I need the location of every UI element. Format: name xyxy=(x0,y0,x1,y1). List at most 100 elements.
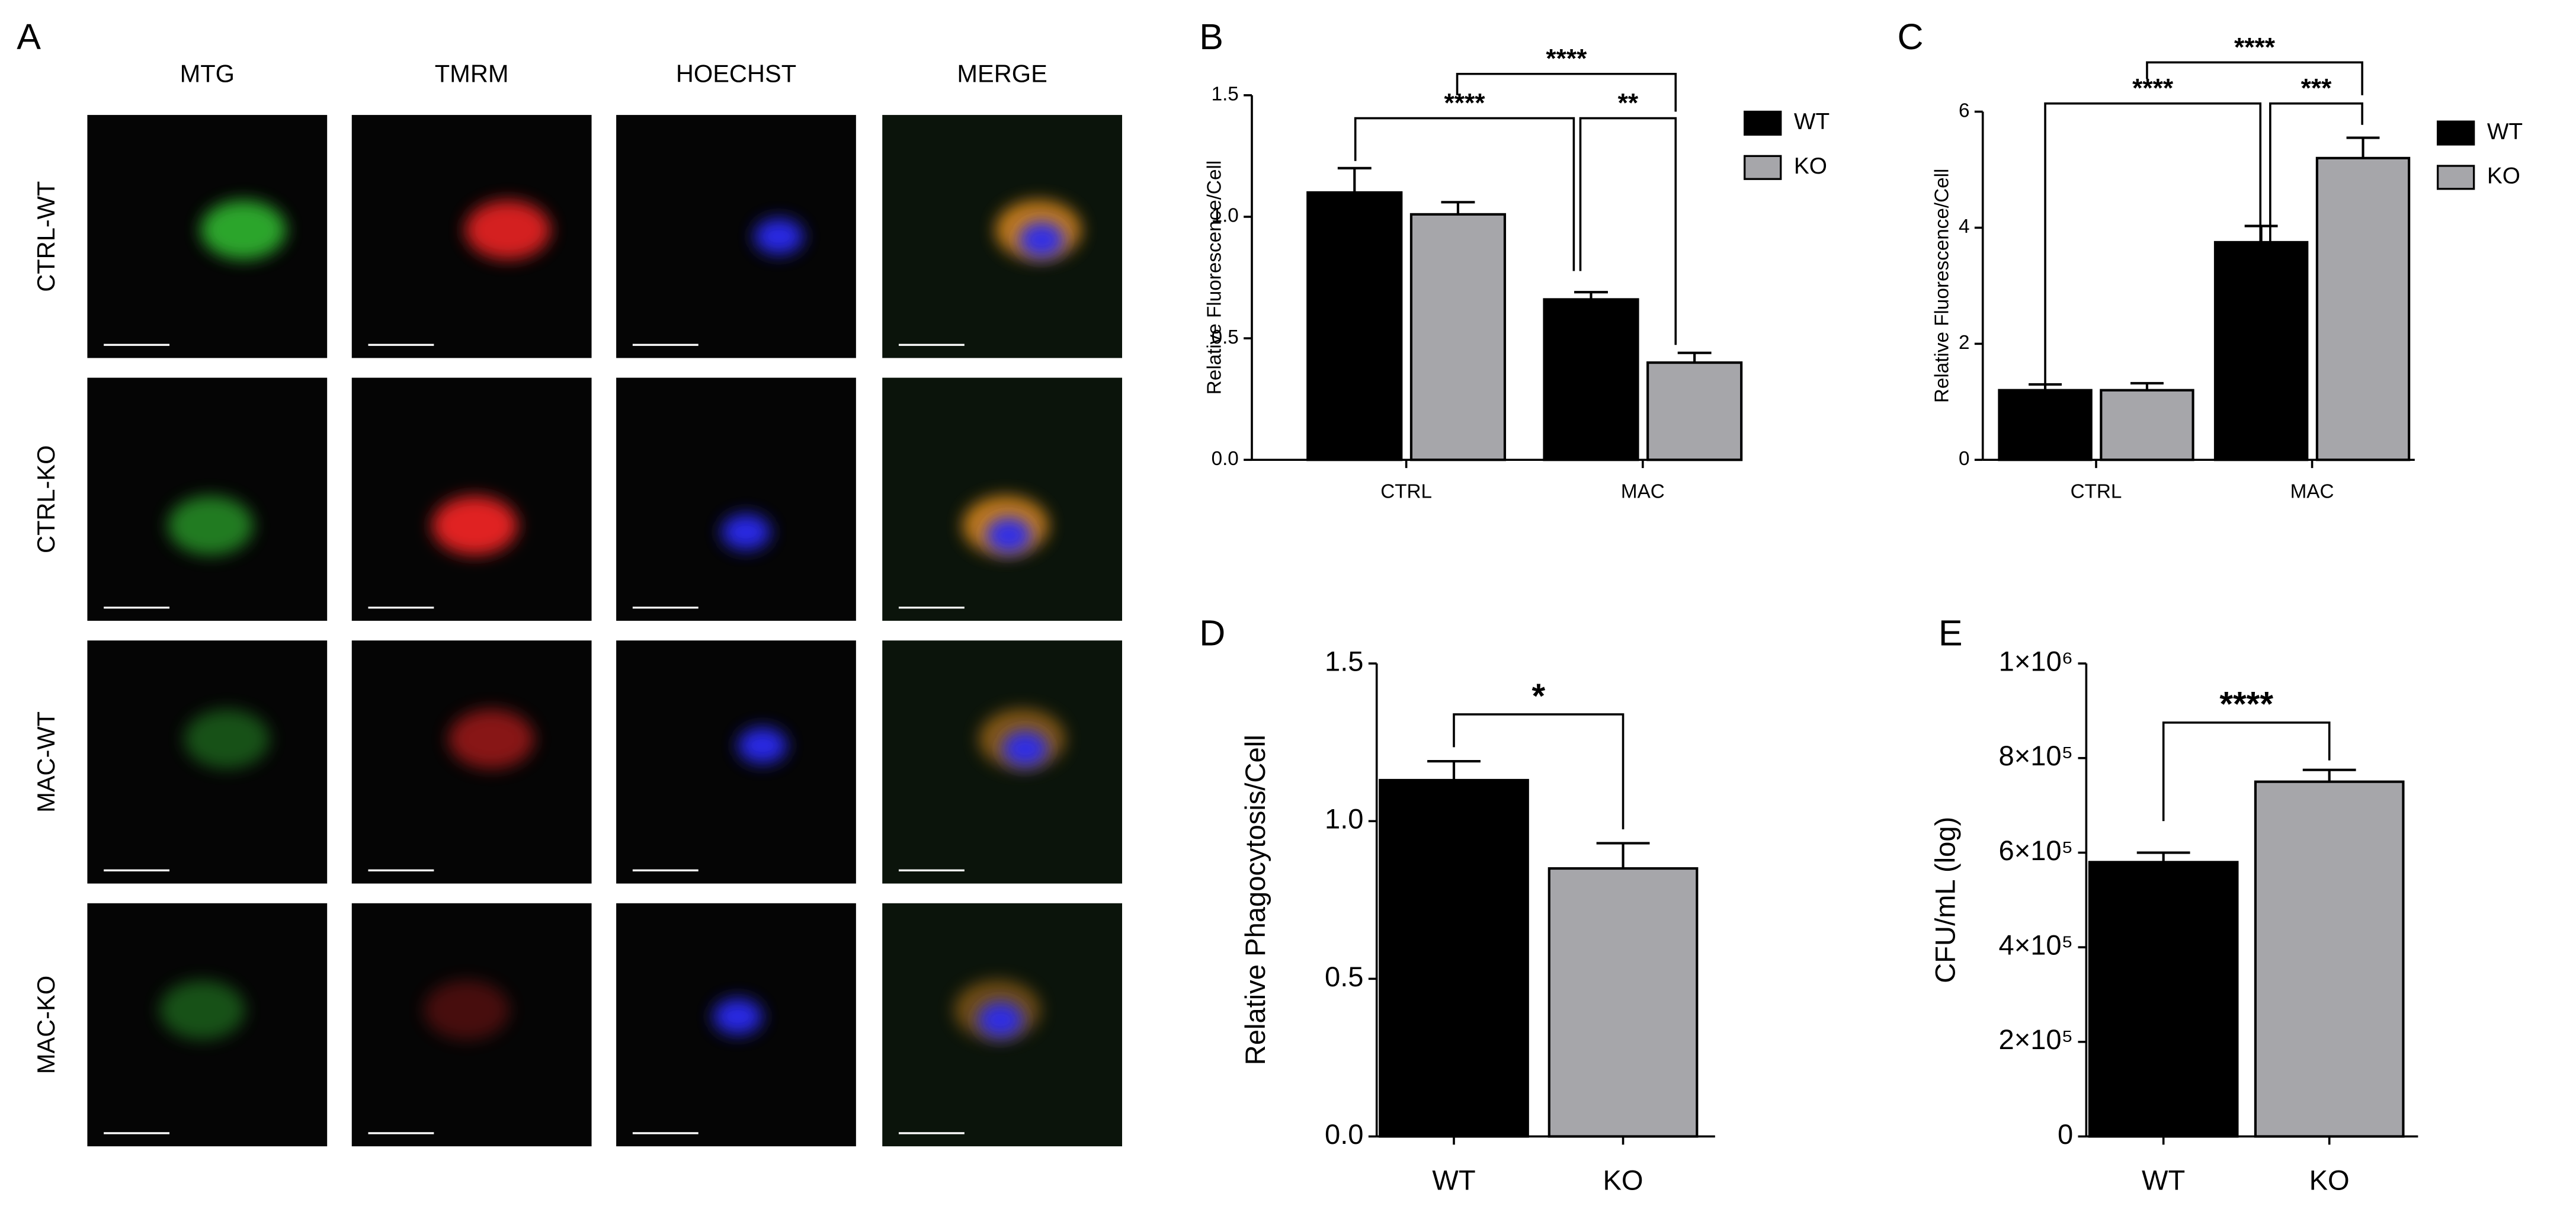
x-tick-label: WT xyxy=(1432,1165,1475,1196)
micrograph xyxy=(351,903,592,1147)
significance-bracket xyxy=(2269,102,2363,246)
panel-label: C xyxy=(1898,17,1924,57)
bar xyxy=(2213,241,2309,461)
x-tick-label: KO xyxy=(2309,1165,2350,1196)
stain xyxy=(168,496,254,556)
micrograph xyxy=(87,377,328,621)
y-tick-label: 1×10⁶ xyxy=(1999,645,2074,676)
bar xyxy=(2254,780,2405,1138)
significance-bracket xyxy=(2162,722,2331,822)
column-label: MERGE xyxy=(957,60,1047,88)
micrograph xyxy=(616,903,856,1147)
bar xyxy=(1543,298,1639,461)
stain xyxy=(448,709,534,769)
legend-swatch xyxy=(2436,120,2475,146)
y-tick-label: 0.0 xyxy=(1212,448,1239,470)
significance-label: **** xyxy=(1546,44,1587,73)
y-tick-label: 6 xyxy=(1959,100,1970,121)
micrograph-tile xyxy=(616,640,856,884)
stain xyxy=(1018,222,1065,258)
stain xyxy=(754,218,804,255)
legend-swatch xyxy=(2436,165,2475,190)
significance-label: **** xyxy=(2234,33,2276,62)
legend-label: KO xyxy=(2487,163,2520,189)
y-tick-label: 4×10⁵ xyxy=(1998,929,2073,961)
micrograph xyxy=(87,640,328,884)
micrograph xyxy=(882,115,1122,358)
significance-bracket xyxy=(2146,61,2363,95)
micrograph xyxy=(882,640,1122,884)
micrograph xyxy=(616,115,856,358)
micrograph xyxy=(616,377,856,621)
x-tick-label: MAC xyxy=(1621,480,1665,502)
row-label: CTRL-WT xyxy=(32,181,60,292)
y-tick-label: 6×10⁵ xyxy=(1998,835,2073,866)
stain xyxy=(432,496,518,556)
stain xyxy=(159,980,245,1040)
micrograph xyxy=(351,640,592,884)
column-label: MTG xyxy=(180,60,235,88)
significance-label: *** xyxy=(2301,74,2333,103)
y-tick-label: 1.0 xyxy=(1325,803,1364,835)
micrograph xyxy=(882,903,1122,1147)
micrograph xyxy=(87,903,328,1147)
stain xyxy=(465,200,551,260)
panel-label: D xyxy=(1199,613,1225,653)
micrograph xyxy=(87,115,328,358)
significance-label: **** xyxy=(1444,89,1486,118)
significance-label: ** xyxy=(1618,89,1639,118)
bar xyxy=(1547,867,1699,1138)
y-axis-title: CFU/mL (log) xyxy=(1930,817,1961,983)
y-tick-label: 0 xyxy=(1959,448,1970,470)
stain xyxy=(184,709,270,769)
significance-bracket xyxy=(1354,117,1575,271)
bar xyxy=(1998,389,2093,461)
bar xyxy=(2100,389,2194,461)
bar xyxy=(1379,778,1529,1138)
legend-swatch xyxy=(1744,155,1782,180)
micrograph xyxy=(882,377,1122,621)
significance-label: * xyxy=(1531,677,1545,716)
significance-bracket xyxy=(1579,117,1677,345)
panel-label: E xyxy=(1939,613,1963,653)
x-tick-label: KO xyxy=(1603,1165,1643,1196)
stain xyxy=(713,998,762,1035)
row-label: MAC-KO xyxy=(32,976,60,1074)
x-tick-label: CTRL xyxy=(1380,480,1432,502)
significance-bracket xyxy=(1453,713,1625,830)
x-tick-label: MAC xyxy=(2290,480,2334,502)
column-label: HOECHST xyxy=(676,60,796,88)
bar xyxy=(1646,361,1743,461)
stain xyxy=(738,727,787,764)
micrograph-tile xyxy=(616,377,856,621)
bar xyxy=(2088,861,2239,1138)
y-tick-label: 0.0 xyxy=(1325,1118,1364,1150)
micrograph-tile xyxy=(616,115,856,358)
x-tick-label: WT xyxy=(2142,1165,2185,1196)
stain xyxy=(721,514,771,550)
y-tick-label: 1.5 xyxy=(1212,84,1239,105)
micrograph xyxy=(616,640,856,884)
significance-bracket xyxy=(2044,102,2262,386)
legend-label: WT xyxy=(1794,109,1830,134)
column-label: TMRM xyxy=(435,60,509,88)
y-axis-title: Relative Fluorescence/Cell xyxy=(1931,169,1953,403)
y-tick-label: 2×10⁵ xyxy=(1998,1024,2073,1055)
stain xyxy=(200,200,286,260)
legend-label: WT xyxy=(2487,119,2523,145)
y-tick-label: 1.5 xyxy=(1325,645,1364,676)
y-axis-title: Relative Phagocytosis/Cell xyxy=(1239,735,1271,1065)
y-tick-label: 2 xyxy=(1959,332,1970,354)
y-tick-label: 8×10⁵ xyxy=(1998,740,2073,771)
stain xyxy=(1002,730,1049,767)
y-tick-label: 1.0 xyxy=(1212,205,1239,227)
panel-label: B xyxy=(1199,17,1223,57)
y-tick-label: 0.5 xyxy=(1325,961,1364,992)
bar xyxy=(1306,191,1403,461)
micrograph xyxy=(351,377,592,621)
x-tick-label: CTRL xyxy=(2071,480,2122,502)
bar xyxy=(1409,213,1507,461)
legend-swatch xyxy=(1744,110,1782,136)
